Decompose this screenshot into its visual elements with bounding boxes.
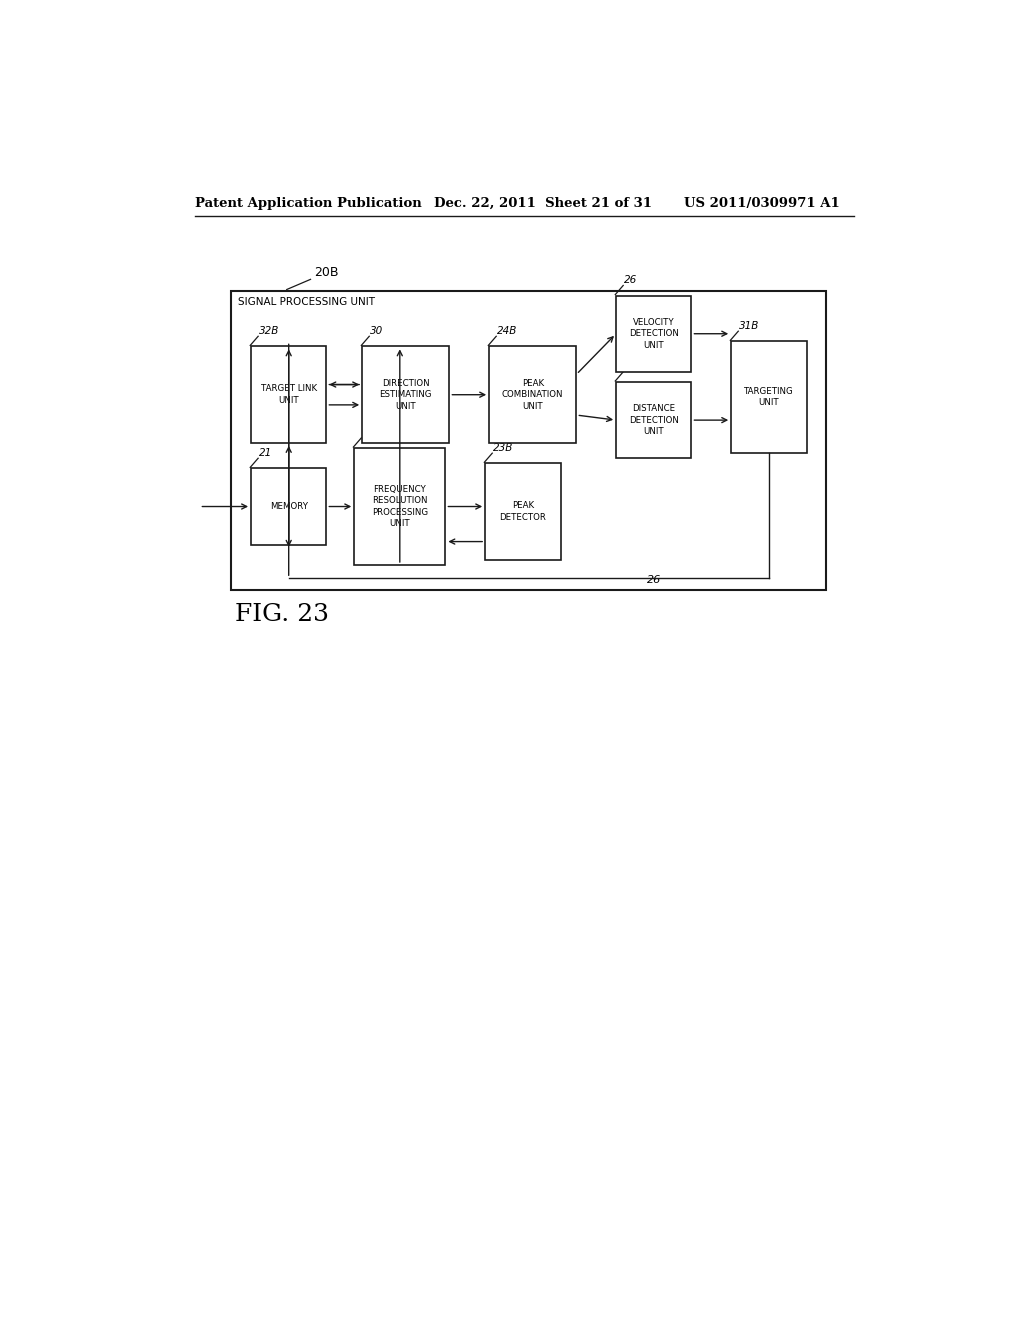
Text: MEMORY: MEMORY	[269, 502, 307, 511]
Bar	[354, 447, 445, 565]
Bar	[251, 469, 327, 545]
Text: FIG. 23: FIG. 23	[236, 603, 329, 626]
Text: Patent Application Publication: Patent Application Publication	[196, 197, 422, 210]
Text: DISTANCE
DETECTION
UNIT: DISTANCE DETECTION UNIT	[629, 404, 679, 436]
Text: PEAK
DETECTOR: PEAK DETECTOR	[500, 502, 546, 521]
Text: 22B: 22B	[362, 428, 383, 438]
Bar	[362, 346, 450, 444]
Text: FREQUENCY
RESOLUTION
PROCESSING
UNIT: FREQUENCY RESOLUTION PROCESSING UNIT	[372, 484, 428, 528]
Text: TARGETING
UNIT: TARGETING UNIT	[744, 387, 794, 408]
Text: 32B: 32B	[259, 326, 280, 337]
Text: 30: 30	[370, 326, 383, 337]
Bar	[485, 463, 560, 560]
Text: 23B: 23B	[494, 444, 513, 453]
Text: 24B: 24B	[497, 326, 517, 337]
Text: TARGET LINK
UNIT: TARGET LINK UNIT	[261, 384, 316, 405]
Text: US 2011/0309971 A1: US 2011/0309971 A1	[684, 197, 840, 210]
Bar	[731, 342, 807, 453]
Text: 21: 21	[259, 449, 272, 458]
Bar	[231, 290, 826, 590]
Text: PEAK
COMBINATION
UNIT: PEAK COMBINATION UNIT	[502, 379, 563, 411]
Text: 26: 26	[646, 576, 660, 585]
Text: SIGNAL PROCESSING UNIT: SIGNAL PROCESSING UNIT	[238, 297, 375, 306]
Text: 20B: 20B	[314, 267, 339, 280]
Bar	[616, 296, 691, 372]
Text: 31B: 31B	[739, 321, 760, 331]
Bar	[489, 346, 577, 444]
Bar	[251, 346, 327, 444]
Text: Dec. 22, 2011  Sheet 21 of 31: Dec. 22, 2011 Sheet 21 of 31	[433, 197, 651, 210]
Text: 26: 26	[624, 276, 637, 285]
Text: DIRECTION
ESTIMATING
UNIT: DIRECTION ESTIMATING UNIT	[380, 379, 432, 411]
Text: 25: 25	[624, 362, 637, 372]
Text: VELOCITY
DETECTION
UNIT: VELOCITY DETECTION UNIT	[629, 318, 679, 350]
Bar	[616, 381, 691, 458]
